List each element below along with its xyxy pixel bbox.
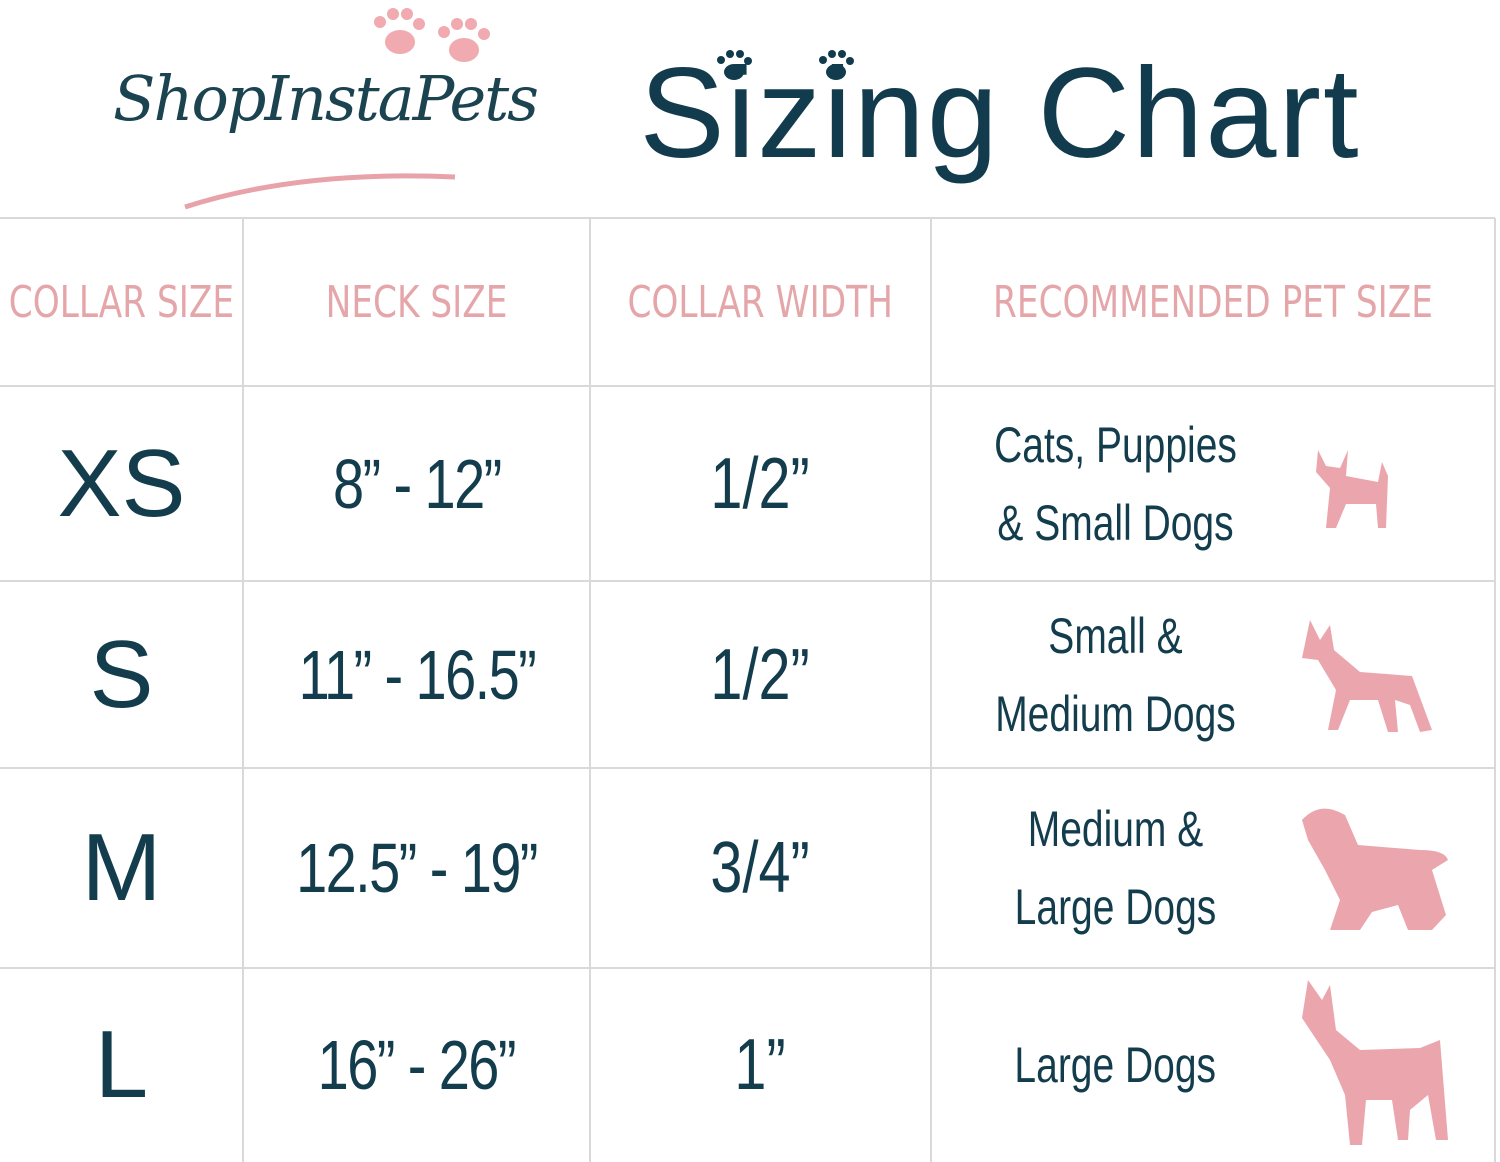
logo-swoosh (184, 173, 456, 210)
pet-size-cell: Large Dogs (931, 968, 1300, 1162)
neck-size-cell: 8” - 12” (243, 386, 590, 581)
pet-size: Cats, Puppies & Small Dogs (994, 416, 1237, 551)
collar-width-cell: 1” (590, 968, 931, 1162)
collar-size: M (81, 814, 162, 921)
collar-size-cell: L (0, 968, 243, 1162)
collar-width: 1/2” (710, 634, 811, 715)
paw-icons (374, 8, 490, 62)
neck-size-cell: 11” - 16.5” (243, 581, 590, 768)
neck-size-cell: 12.5” - 19” (243, 768, 590, 968)
pet-size-cell: Medium & Large Dogs (931, 768, 1300, 968)
column-header-cell: NECK SIZE (243, 218, 590, 386)
page-title: Sizing Chart (639, 42, 1361, 185)
collar-size-cell: M (0, 768, 243, 968)
pet-size-cell: Small & Medium Dogs (931, 581, 1300, 768)
pet-size: Medium & Large Dogs (1014, 801, 1217, 935)
collar-width-cell: 3/4” (590, 768, 931, 968)
column-header: COLLAR SIZE (8, 276, 235, 328)
column-header-cell: RECOMMENDED PET SIZE (931, 218, 1495, 386)
neck-size: 11” - 16.5” (298, 635, 536, 714)
collar-width-cell: 1/2” (590, 386, 931, 581)
column-header-cell: COLLAR SIZE (0, 218, 243, 386)
collar-width-cell: 1/2” (590, 581, 931, 768)
neck-size: 16” - 26” (317, 1026, 517, 1104)
column-header: COLLAR WIDTH (627, 276, 894, 328)
logo: ShopInstaPets (113, 62, 539, 135)
collar-size-cell: XS (0, 386, 243, 581)
column-header: NECK SIZE (325, 276, 508, 328)
collar-size: XS (57, 429, 186, 537)
collar-width: 3/4” (710, 828, 811, 908)
collar-size: S (89, 620, 154, 728)
neck-size: 8” - 12” (332, 444, 502, 523)
collar-size: L (94, 1011, 149, 1118)
column-header: RECOMMENDED PET SIZE (993, 276, 1433, 328)
neck-size-cell: 16” - 26” (243, 968, 590, 1162)
collar-width: 1/2” (710, 443, 811, 524)
pet-size: Large Dogs (1014, 1037, 1217, 1093)
collar-width: 1” (734, 1025, 787, 1105)
column-header-cell: COLLAR WIDTH (590, 218, 931, 386)
pet-size: Small & Medium Dogs (995, 607, 1236, 742)
collar-size-cell: S (0, 581, 243, 768)
neck-size: 12.5” - 19” (296, 829, 538, 907)
table-grid (0, 217, 1496, 1162)
title-paws (717, 50, 854, 80)
dog-silhouettes (1302, 450, 1448, 1145)
pet-size-cell: Cats, Puppies & Small Dogs (931, 386, 1300, 581)
